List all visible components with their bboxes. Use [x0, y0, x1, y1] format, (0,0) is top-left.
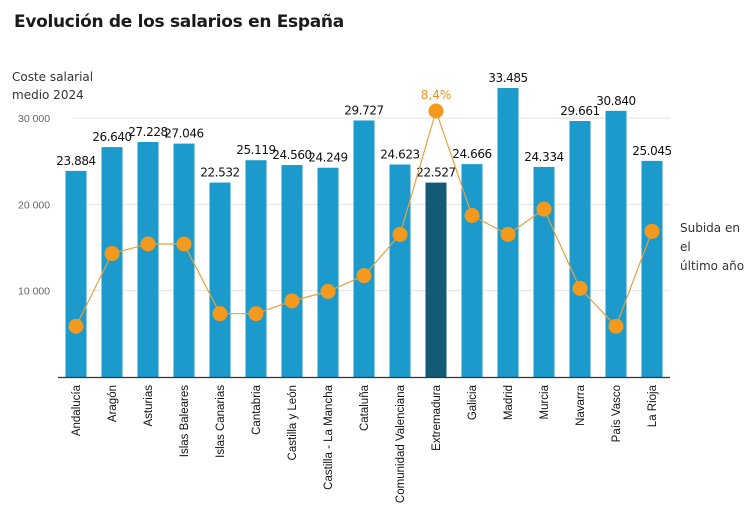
bar-value-label: 24.560	[272, 148, 312, 162]
bar-value-label: 33.485	[488, 71, 528, 85]
bar	[353, 120, 375, 377]
category-label: Islas Baleares	[179, 385, 191, 457]
category-labels: Andalucía Aragón Asturias Islas Baleares Isl…	[71, 384, 659, 503]
category-label: Aragón	[107, 385, 119, 422]
bar	[605, 110, 627, 377]
bar	[425, 182, 447, 377]
line-point	[176, 236, 192, 252]
line-point	[536, 201, 552, 217]
y-axis-label: Coste salarial medio 2024	[12, 68, 112, 104]
bar-value-label: 30.840	[596, 94, 636, 108]
line-point	[320, 284, 336, 299]
line-point	[68, 318, 84, 334]
bar-value-label: 25.045	[632, 144, 672, 158]
line-point	[212, 306, 228, 322]
line-point	[356, 268, 372, 284]
bar	[209, 182, 231, 377]
chart-title: Evolución de los salarios en España	[14, 12, 344, 32]
category-label: Castilla y León	[287, 385, 299, 460]
category-label: Murcia	[539, 384, 551, 419]
bar-value-label: 25.119	[236, 143, 276, 157]
y-tick-label: 10 000	[18, 286, 50, 298]
y-tick-label: 30 000	[18, 113, 50, 125]
y-axis-label-text: Coste salarial medio 2024	[12, 70, 94, 102]
line-point	[500, 227, 516, 242]
category-label: País Vasco	[611, 385, 623, 442]
bar	[173, 143, 195, 377]
y-tick-label: 20 000	[18, 199, 50, 211]
bar	[461, 164, 483, 377]
bar	[281, 165, 303, 377]
line-legend-line1: Subida en el	[680, 221, 740, 254]
line-annotation: 8,4%	[421, 88, 452, 102]
bar-value-label: 22.527	[416, 166, 456, 180]
bar	[101, 147, 123, 377]
category-label: Comunidad Valenciana	[395, 384, 407, 503]
bar	[317, 167, 339, 377]
line-point	[104, 246, 120, 261]
line-legend-line2: último año	[680, 259, 745, 273]
bar-value-label: 23.884	[56, 154, 96, 168]
category-label: Andalucía	[71, 384, 83, 436]
bar-value-label: 29.727	[344, 103, 384, 117]
bar-value-label: 26.640	[92, 130, 132, 144]
line-point	[428, 103, 444, 119]
line-point	[284, 293, 300, 309]
category-label: Cataluña	[359, 384, 371, 431]
category-label: Islas Canarias	[215, 385, 227, 458]
line-point	[248, 306, 264, 322]
bar	[641, 160, 663, 377]
bar	[65, 170, 87, 377]
bar	[389, 164, 411, 377]
bar-value-label: 24.334	[524, 150, 564, 164]
bar	[569, 121, 591, 377]
line-point	[608, 318, 624, 334]
bar	[245, 160, 267, 377]
bar-value-label: 24.666	[452, 147, 492, 161]
line-point	[392, 227, 408, 242]
category-label: Galicia	[467, 384, 479, 420]
line-point	[464, 208, 480, 223]
category-label: Extremadura	[431, 384, 443, 450]
bar-value-label: 27.046	[164, 127, 204, 141]
bar-value-label: 24.623	[380, 148, 420, 162]
line-legend: Subida en el último año	[680, 219, 748, 276]
bar	[533, 166, 555, 377]
bar	[137, 142, 159, 377]
line-series: 8,4%	[68, 88, 660, 334]
category-label: Cantabria	[251, 384, 263, 434]
bar-value-label: 24.249	[308, 151, 348, 165]
category-label: Castilla - La Mancha	[323, 384, 335, 489]
bar-value-label: 29.661	[560, 104, 600, 118]
line-point	[140, 236, 156, 252]
line-point	[572, 280, 588, 296]
bar-value-label: 22.532	[200, 166, 240, 180]
bar-value-label: 27.228	[128, 125, 168, 139]
line-point	[644, 223, 660, 239]
category-label: Navarra	[575, 384, 587, 426]
category-label: Asturias	[143, 385, 155, 427]
category-label: La Rioja	[647, 384, 659, 427]
category-label: Madrid	[503, 385, 515, 420]
